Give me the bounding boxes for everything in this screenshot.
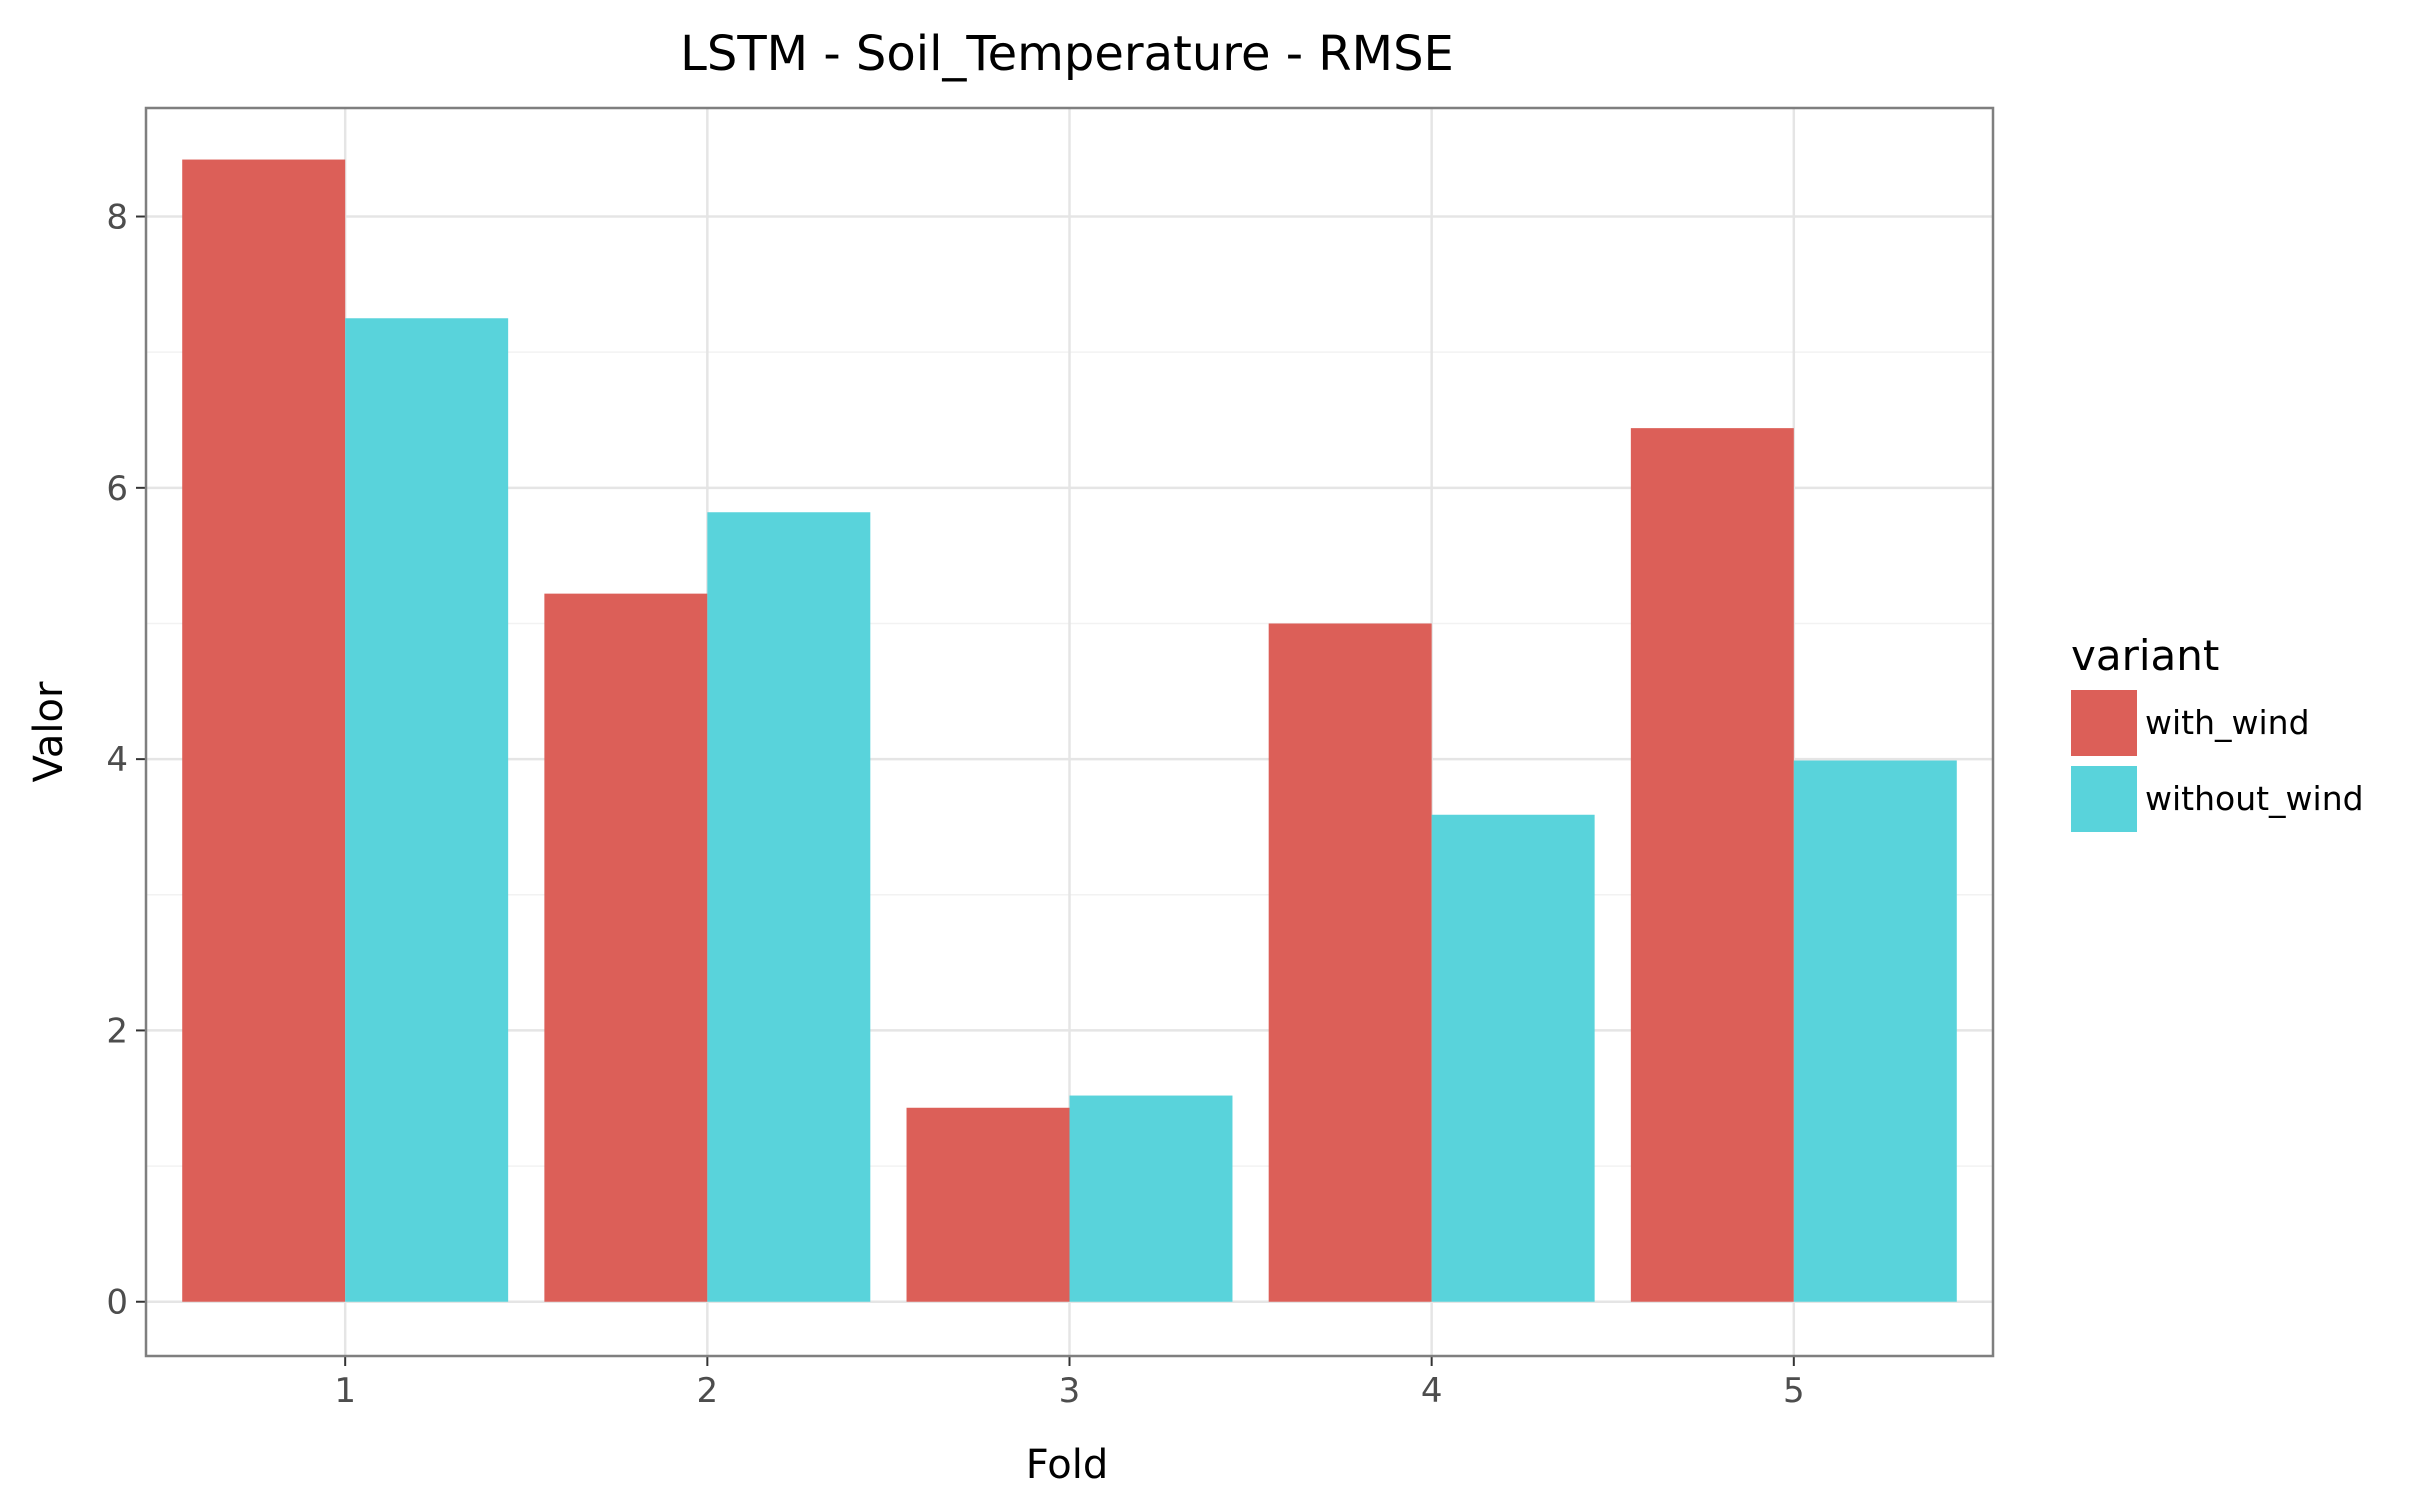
y-tick-label: 0 bbox=[106, 1283, 128, 1323]
bar-without_wind-fold-1 bbox=[345, 318, 509, 1302]
bar-with_wind-fold-3 bbox=[906, 1107, 1070, 1302]
x-axis-title: Fold bbox=[1026, 1442, 1109, 1488]
y-tick-label: 8 bbox=[106, 198, 128, 238]
plot-area: 0 2 4 6 8 1 2 3 4 5 bbox=[106, 106, 1995, 1411]
bar-without_wind-fold-2 bbox=[707, 512, 871, 1302]
legend-label-without_wind: without_wind bbox=[2145, 779, 2364, 818]
bar-without_wind-fold-4 bbox=[1431, 814, 1595, 1302]
legend-key-without_wind bbox=[2071, 766, 2137, 832]
legend-label-with_wind: with_wind bbox=[2145, 703, 2310, 742]
bar-without_wind-fold-5 bbox=[1793, 760, 1957, 1302]
x-tick-label: 5 bbox=[1783, 1371, 1805, 1411]
x-tick-label: 1 bbox=[334, 1371, 356, 1411]
bar-with_wind-fold-5 bbox=[1630, 428, 1794, 1302]
x-tick-label: 4 bbox=[1421, 1371, 1443, 1411]
legend: variant with_wind without_wind bbox=[2071, 631, 2364, 832]
y-tick-label: 6 bbox=[106, 469, 128, 509]
legend-items: with_wind without_wind bbox=[2071, 690, 2364, 832]
bar-with_wind-fold-4 bbox=[1268, 623, 1432, 1302]
bar-with_wind-fold-2 bbox=[544, 593, 708, 1302]
bar-without_wind-fold-3 bbox=[1069, 1095, 1233, 1302]
plot-border bbox=[144, 106, 1995, 1358]
legend-title: variant bbox=[2071, 631, 2219, 680]
legend-key-with_wind bbox=[2071, 690, 2137, 756]
y-tick-label: 4 bbox=[106, 740, 128, 780]
y-axis-title: Valor bbox=[26, 681, 72, 782]
y-tick-label: 2 bbox=[106, 1011, 128, 1051]
x-tick-label: 3 bbox=[1059, 1371, 1081, 1411]
chart-title: LSTM - Soil_Temperature - RMSE bbox=[680, 26, 1454, 82]
bar-with_wind-fold-1 bbox=[182, 159, 346, 1302]
x-tick-label: 2 bbox=[697, 1371, 719, 1411]
